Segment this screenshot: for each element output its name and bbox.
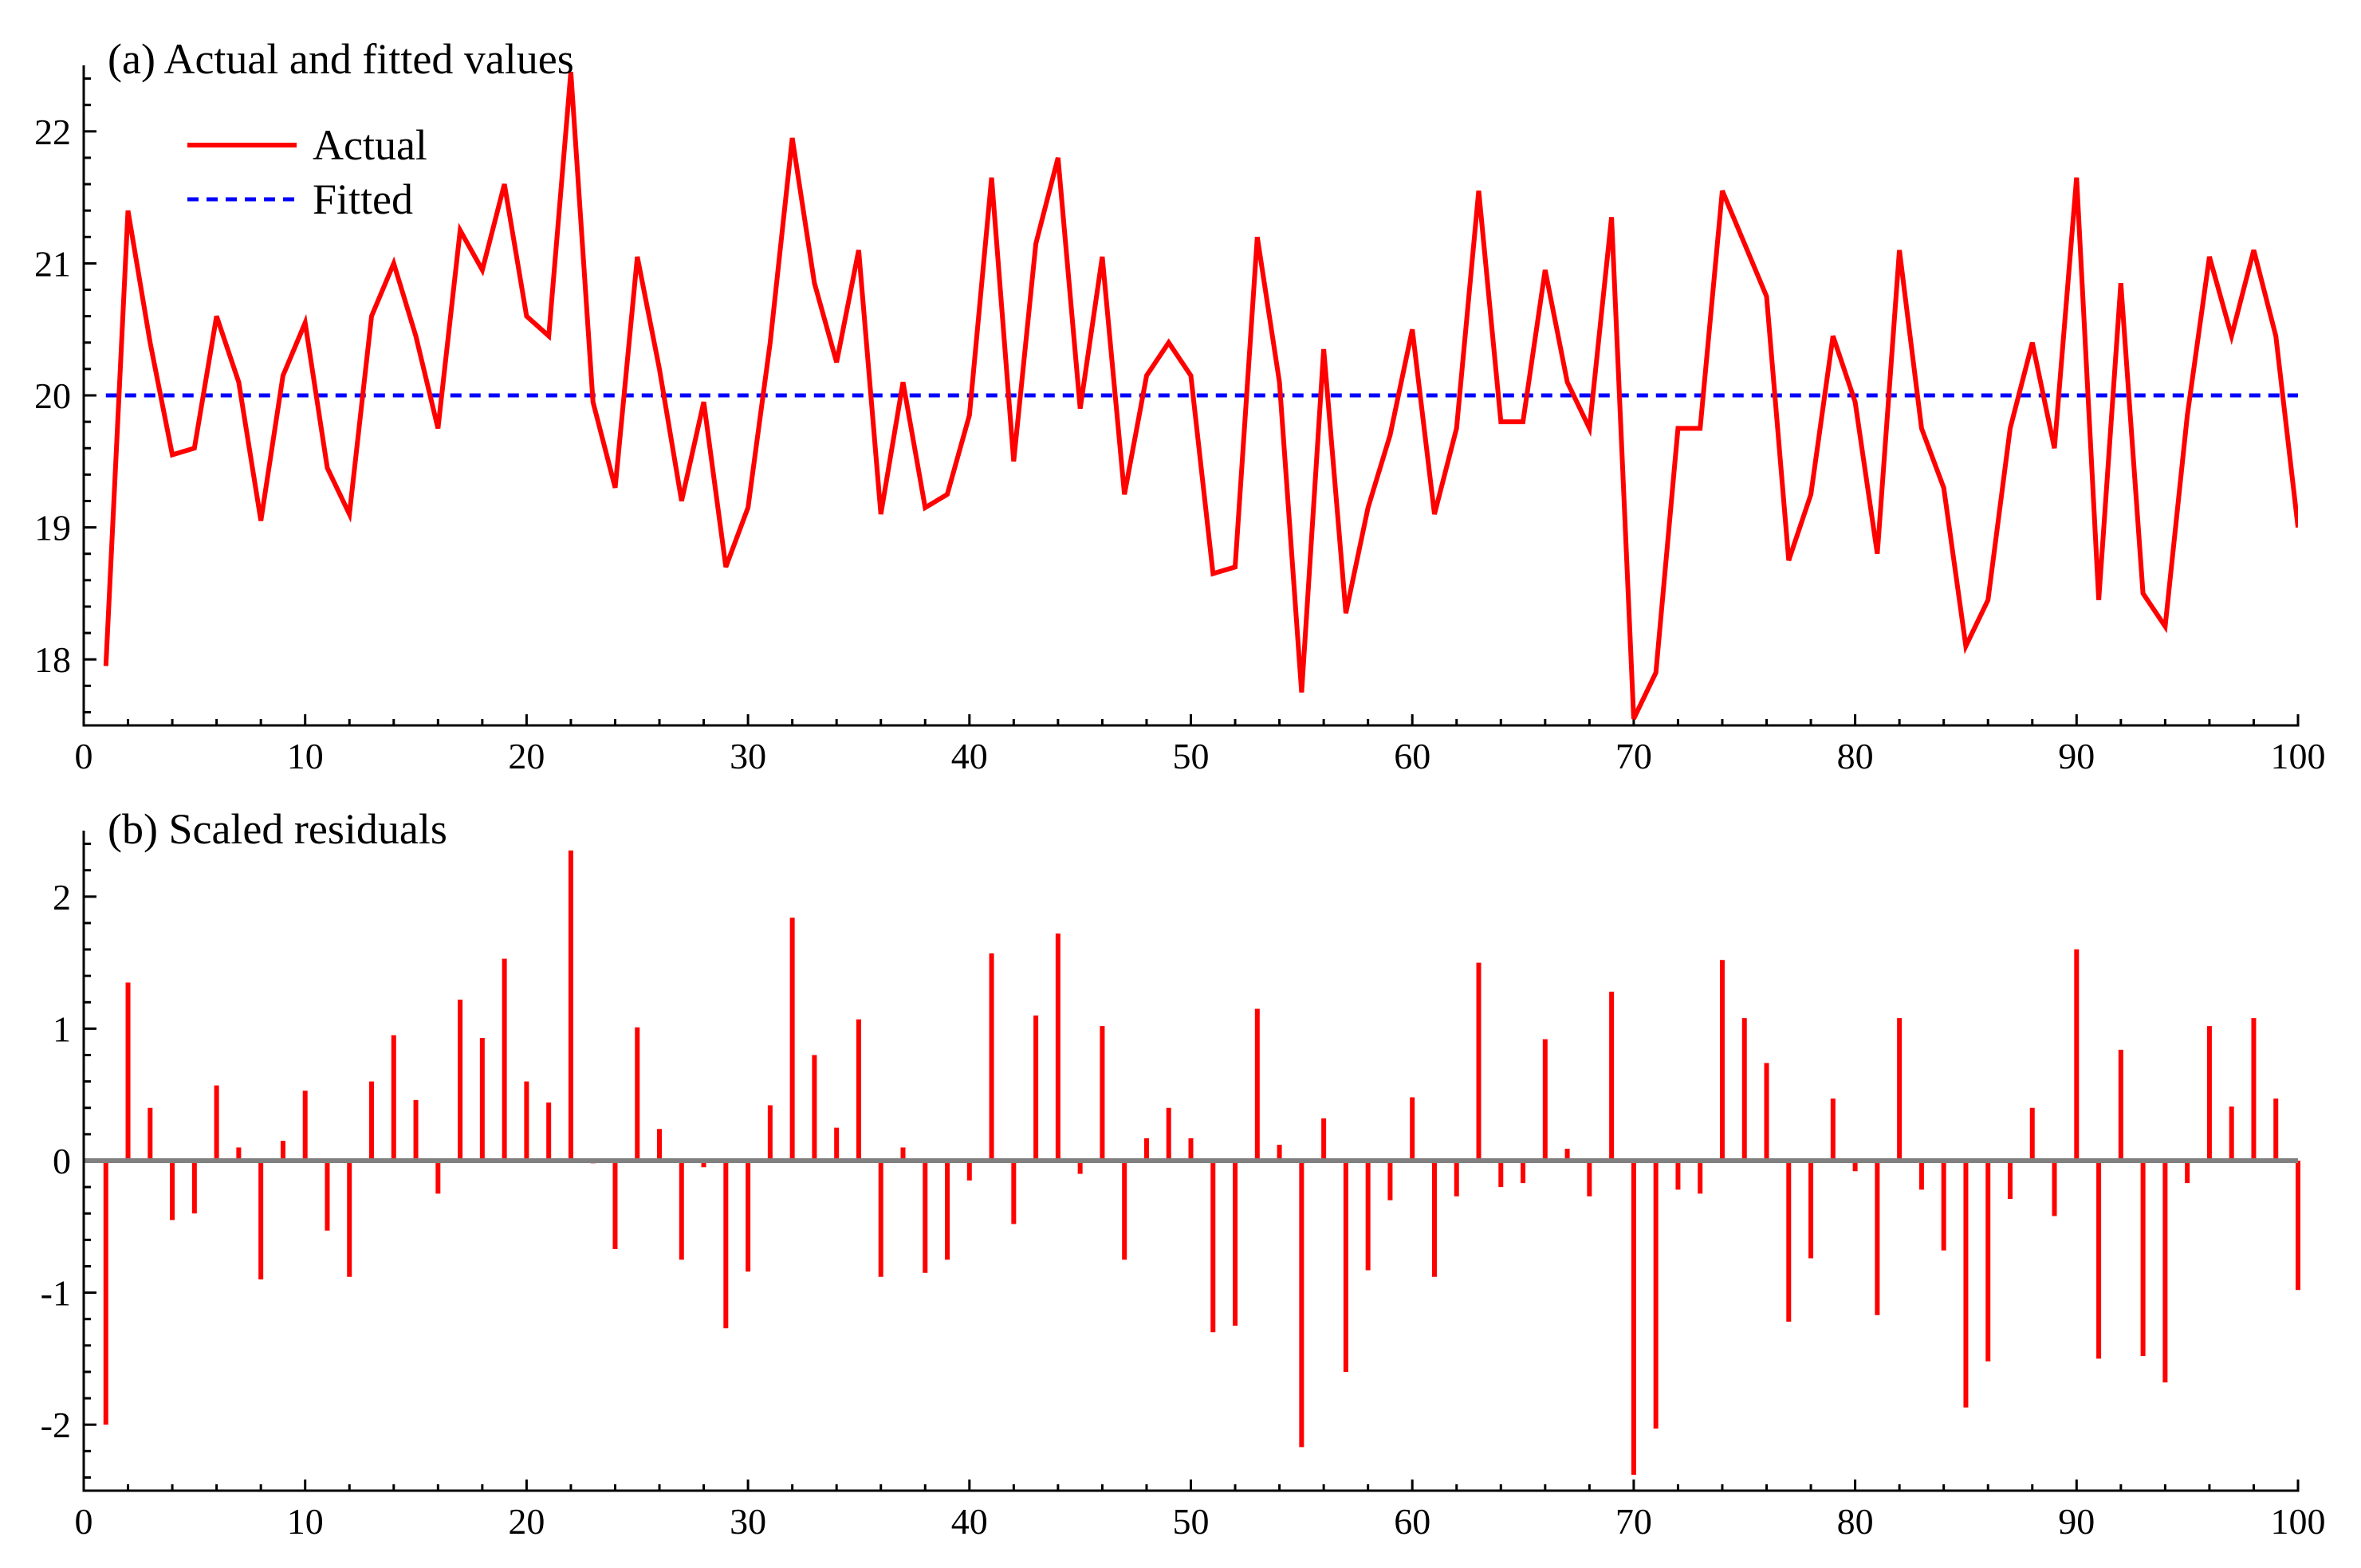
x-tick-label: 20 bbox=[508, 1501, 545, 1542]
y-tick-label: 22 bbox=[34, 112, 71, 152]
x-tick-label: 50 bbox=[1173, 1501, 1210, 1542]
x-tick-label: 10 bbox=[287, 1501, 324, 1542]
panel-a-axes bbox=[82, 65, 2300, 727]
y-tick-label: 19 bbox=[34, 508, 71, 548]
x-tick-label: 70 bbox=[1615, 736, 1652, 776]
x-tick-label: 100 bbox=[2271, 1501, 2326, 1542]
x-tick-label: 80 bbox=[1837, 1501, 1874, 1542]
x-tick-label: 0 bbox=[75, 736, 93, 776]
x-tick-label: 60 bbox=[1394, 1501, 1430, 1542]
y-tick-label: -1 bbox=[41, 1273, 71, 1314]
y-tick-label: 20 bbox=[34, 375, 71, 416]
y-tick-label: 0 bbox=[53, 1141, 71, 1181]
x-tick-label: 70 bbox=[1615, 1501, 1652, 1542]
actual-series-line bbox=[103, 72, 2298, 720]
panel-a-ticks: 0 10 20 30 40 50 60 70 80 90 100 18 19 20 21 22 bbox=[34, 77, 2326, 776]
panel-b-ticks: 0 10 20 30 40 50 60 70 80 90 100 -2 -1 0 1 2 bbox=[41, 843, 2326, 1542]
x-tick-label: 50 bbox=[1173, 736, 1210, 776]
panel-a-actual-fitted: 0 10 20 30 40 50 60 70 80 90 100 18 19 20 21 22 (a) Act… bbox=[34, 35, 2326, 776]
x-tick-label: 100 bbox=[2271, 736, 2326, 776]
panel-a-title: (a) Actual and fitted values bbox=[108, 35, 574, 83]
y-tick-label: 2 bbox=[53, 877, 71, 918]
x-tick-label: 90 bbox=[2058, 736, 2095, 776]
panel-a-marks bbox=[103, 72, 2298, 720]
x-tick-label: 30 bbox=[730, 736, 766, 776]
x-tick-label: 20 bbox=[508, 736, 545, 776]
x-tick-label: 40 bbox=[951, 736, 988, 776]
panel-b-marks bbox=[84, 850, 2300, 1476]
x-tick-label: 90 bbox=[2058, 1501, 2095, 1542]
y-tick-label: -2 bbox=[41, 1405, 71, 1445]
legend-actual-label: Actual bbox=[313, 121, 427, 169]
x-tick-label: 30 bbox=[730, 1501, 766, 1542]
panel-b-title: (b) Scaled residuals bbox=[108, 805, 447, 853]
x-tick-label: 40 bbox=[951, 1501, 988, 1542]
y-tick-label: 18 bbox=[34, 639, 71, 680]
x-tick-label: 0 bbox=[75, 1501, 93, 1542]
panel-b-axes bbox=[82, 831, 2300, 1492]
y-tick-label: 1 bbox=[53, 1008, 71, 1049]
panel-b-scaled-residuals: 0 10 20 30 40 50 60 70 80 90 100 -2 -1 0 1 2 (b) Scaled… bbox=[41, 805, 2326, 1542]
legend-fitted-label: Fitted bbox=[313, 175, 413, 223]
y-tick-label: 21 bbox=[34, 243, 71, 284]
panel-a-legend: Actual Fitted bbox=[187, 121, 427, 223]
x-tick-label: 80 bbox=[1837, 736, 1874, 776]
x-tick-label: 10 bbox=[287, 736, 324, 776]
x-tick-label: 60 bbox=[1394, 736, 1430, 776]
